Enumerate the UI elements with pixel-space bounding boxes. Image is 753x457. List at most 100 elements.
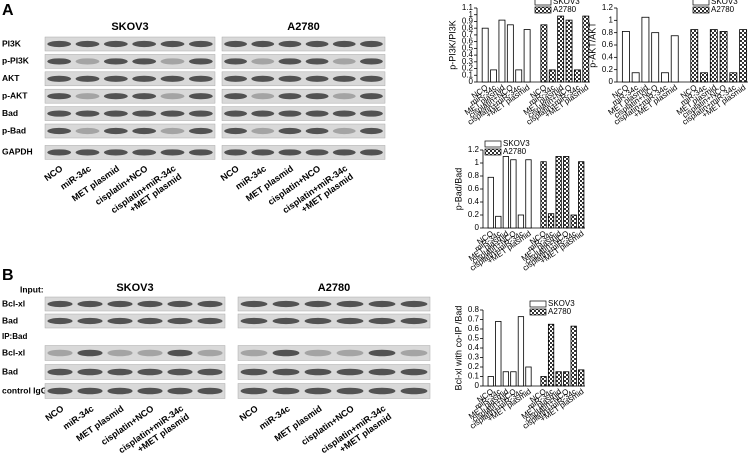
bar — [555, 156, 562, 229]
blot-band — [224, 93, 247, 100]
blot-strip — [44, 364, 226, 380]
blot-band — [224, 127, 247, 135]
blot-band — [336, 368, 364, 376]
bar — [670, 35, 679, 83]
blot-band — [188, 127, 213, 135]
row-label: Bad — [2, 366, 18, 376]
blot-strip — [237, 383, 431, 399]
row-label: PI3K — [2, 38, 22, 48]
blot-band — [272, 349, 300, 357]
blot-strip — [237, 296, 431, 312]
blot-band — [103, 40, 128, 48]
blot-band — [332, 93, 356, 100]
bar — [557, 15, 565, 83]
blot-strip — [44, 145, 216, 160]
legend-label: A2780 — [548, 307, 572, 316]
blot-band — [360, 58, 383, 65]
blot-strip — [237, 364, 431, 380]
blot-band — [103, 127, 128, 135]
blot-band — [75, 127, 100, 135]
blot-band — [305, 58, 329, 65]
bar — [631, 72, 640, 83]
blot-band — [251, 58, 275, 65]
blot-band — [197, 387, 223, 395]
bar — [563, 371, 570, 387]
blot-band — [272, 317, 300, 325]
blot-band — [188, 40, 213, 48]
blot-strip — [221, 106, 386, 121]
blot-band — [251, 149, 275, 156]
legend-label: SKOV3 — [553, 0, 580, 6]
blot-band — [47, 387, 73, 395]
legend-swatch — [529, 300, 547, 308]
blot-band — [103, 93, 128, 100]
blot-band — [137, 387, 163, 395]
bar — [582, 15, 590, 83]
row-label: Bcl-xl — [2, 298, 25, 308]
blot-strip — [44, 36, 216, 52]
blot-band — [107, 387, 133, 395]
y-tick-label: 0.5 — [468, 334, 480, 343]
ip-label: IP:Bad — [2, 332, 27, 341]
blot-band — [240, 317, 268, 325]
y-tick-label: 0.1 — [468, 372, 480, 381]
blot-band — [188, 149, 213, 156]
blot-band — [332, 110, 356, 117]
bar — [574, 69, 581, 83]
blot-band — [278, 58, 302, 65]
blot-band — [278, 110, 302, 117]
bar — [525, 159, 532, 229]
blot-band — [160, 40, 185, 48]
blot-band — [103, 110, 128, 117]
cell-line-title: A2780 — [318, 282, 350, 294]
blot-band — [47, 349, 73, 357]
y-tick-label: 0.3 — [462, 57, 474, 66]
blot-band — [132, 93, 157, 100]
bar — [481, 27, 489, 83]
blot-band — [278, 93, 302, 100]
blot-band — [400, 349, 428, 357]
bar — [510, 371, 517, 387]
bar — [517, 214, 525, 229]
y-tick-label: 0.1 — [462, 70, 474, 79]
bar — [498, 19, 506, 83]
cell-line-title: A2780 — [287, 21, 319, 33]
legend-swatch — [692, 6, 710, 14]
blot-strip — [44, 88, 216, 104]
legend-label: A2780 — [503, 147, 527, 156]
blot-band — [47, 110, 72, 117]
blot-strip — [44, 106, 216, 121]
blot-band — [336, 300, 364, 308]
row-label: Bcl-xl — [2, 347, 25, 357]
blot-band — [160, 127, 185, 135]
y-tick-label: 0.4 — [602, 52, 614, 61]
blot-band — [188, 58, 213, 65]
bar — [487, 176, 494, 229]
blot-band — [197, 300, 223, 308]
blot-band — [305, 110, 329, 117]
blot-band — [278, 149, 302, 156]
blot-strip — [44, 71, 216, 87]
blot-strip — [221, 36, 386, 52]
blot-band — [188, 75, 213, 82]
blot-band — [167, 300, 193, 308]
row-label: p-AKT — [2, 90, 28, 100]
y-axis-label: Bcl-xl with co-IP /Bad — [453, 306, 463, 391]
blot-strip — [221, 54, 386, 69]
row-label: control IgG — [2, 385, 48, 395]
y-tick-label: 0.8 — [462, 23, 474, 32]
blot-band — [160, 58, 185, 65]
bar — [739, 29, 748, 83]
y-tick-label: 0 — [475, 381, 480, 390]
blot-band — [75, 58, 100, 65]
blot-band — [132, 58, 157, 65]
blot-band — [75, 40, 100, 48]
y-tick-label: 0.2 — [602, 65, 614, 74]
blot-band — [188, 110, 213, 117]
bar — [487, 376, 494, 387]
bar — [709, 29, 718, 83]
blot-band — [197, 317, 223, 325]
blot-band — [107, 317, 133, 325]
blot-band — [77, 300, 103, 308]
